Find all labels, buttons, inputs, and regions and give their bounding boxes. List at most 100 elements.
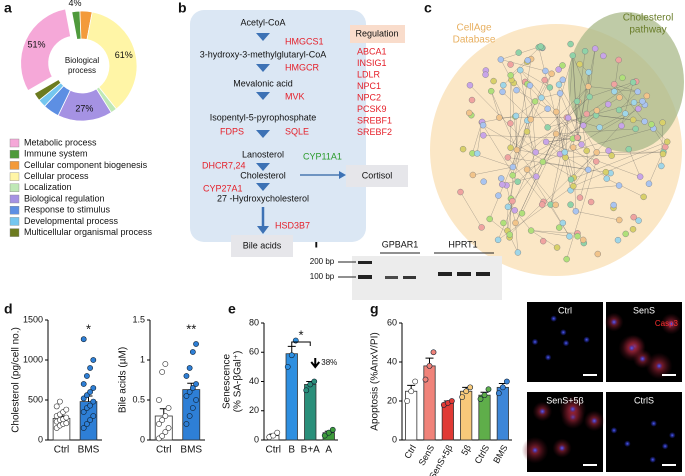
legend-label: Cellular component biogenesis	[24, 160, 148, 170]
enzyme: HMGCS1	[285, 36, 324, 46]
edge	[502, 91, 531, 120]
nucleus	[650, 420, 657, 427]
node	[499, 181, 506, 188]
node	[635, 217, 642, 224]
enzyme: MVK	[285, 91, 305, 101]
regulation-gene: SREBF1	[357, 115, 392, 125]
edge	[507, 131, 528, 158]
panel-label: b	[178, 0, 187, 16]
node	[555, 81, 563, 88]
node	[509, 172, 516, 179]
edge	[606, 178, 644, 198]
legend-swatch	[9, 217, 20, 226]
edge	[503, 61, 528, 86]
data-point	[284, 363, 291, 370]
edge	[507, 206, 509, 231]
pathway-step: Isopentyl-5-pyrophosphate	[210, 112, 317, 122]
x-tick-label: B	[288, 445, 295, 456]
data-point	[80, 336, 87, 343]
edge	[653, 128, 666, 148]
node	[513, 86, 520, 94]
nucleus	[559, 445, 566, 452]
node	[593, 149, 600, 156]
panel-label: a	[4, 0, 12, 16]
legend-label: Cellular process	[24, 171, 89, 181]
node	[616, 94, 623, 101]
node	[563, 255, 570, 263]
node	[511, 207, 518, 214]
gel-bands	[358, 261, 490, 279]
edge	[516, 89, 548, 109]
data-point	[329, 426, 336, 433]
legend-swatch	[9, 228, 20, 237]
node	[494, 236, 502, 244]
data-point	[193, 397, 199, 403]
node	[629, 226, 637, 233]
data-point	[186, 389, 193, 395]
data-point	[57, 398, 63, 405]
data-point	[90, 398, 97, 405]
node	[615, 56, 622, 64]
edge	[542, 138, 573, 163]
enzyme: SQLE	[285, 126, 309, 136]
y-tick-label: 1000	[23, 354, 43, 364]
data-point	[84, 421, 90, 427]
node	[630, 213, 637, 221]
data-point	[183, 393, 190, 399]
data-point	[156, 397, 162, 403]
data-point	[87, 402, 93, 409]
regulation-gene: SREBF2	[357, 127, 392, 137]
image-label: SenS	[633, 305, 655, 315]
node	[507, 144, 514, 151]
node	[592, 158, 600, 165]
bar	[441, 402, 454, 441]
node	[625, 146, 632, 153]
edge	[572, 55, 578, 138]
edge	[546, 138, 573, 143]
node	[643, 92, 651, 100]
node	[478, 224, 485, 231]
node	[659, 119, 666, 126]
image-label: SenS+5β	[546, 395, 583, 405]
nucleus	[560, 329, 567, 336]
data-point	[274, 429, 281, 436]
data-point	[162, 429, 169, 435]
edge	[614, 84, 645, 122]
legend-swatch	[9, 138, 20, 148]
edge	[573, 147, 607, 179]
node	[567, 201, 574, 208]
data-point	[481, 392, 488, 399]
data-point	[321, 432, 328, 439]
node	[480, 178, 487, 185]
node	[469, 171, 477, 179]
data-point	[325, 429, 332, 436]
node	[527, 227, 535, 234]
nucleus	[628, 345, 635, 352]
nucleus	[649, 456, 656, 463]
node	[630, 99, 638, 106]
edge	[472, 166, 513, 176]
y-tick-label: 40	[249, 376, 259, 386]
y-tick-label: 20	[249, 405, 259, 415]
node	[619, 74, 626, 82]
node	[468, 96, 476, 104]
regulation-gene: NPC2	[357, 92, 381, 102]
enzyme: CYP27A1	[203, 183, 243, 193]
edge	[515, 222, 519, 253]
edge	[497, 185, 574, 241]
node	[512, 219, 519, 227]
nucleus	[532, 338, 539, 345]
node	[556, 90, 564, 97]
node	[518, 210, 526, 217]
node	[466, 109, 473, 117]
regulation-gene: NPC1	[357, 81, 381, 91]
slice-label: 27%	[75, 103, 93, 113]
data-point	[311, 378, 318, 385]
data-point	[495, 390, 502, 397]
edge	[526, 131, 536, 153]
node	[506, 231, 513, 238]
node	[593, 107, 601, 114]
annotation: *	[86, 321, 91, 336]
node	[559, 219, 567, 227]
